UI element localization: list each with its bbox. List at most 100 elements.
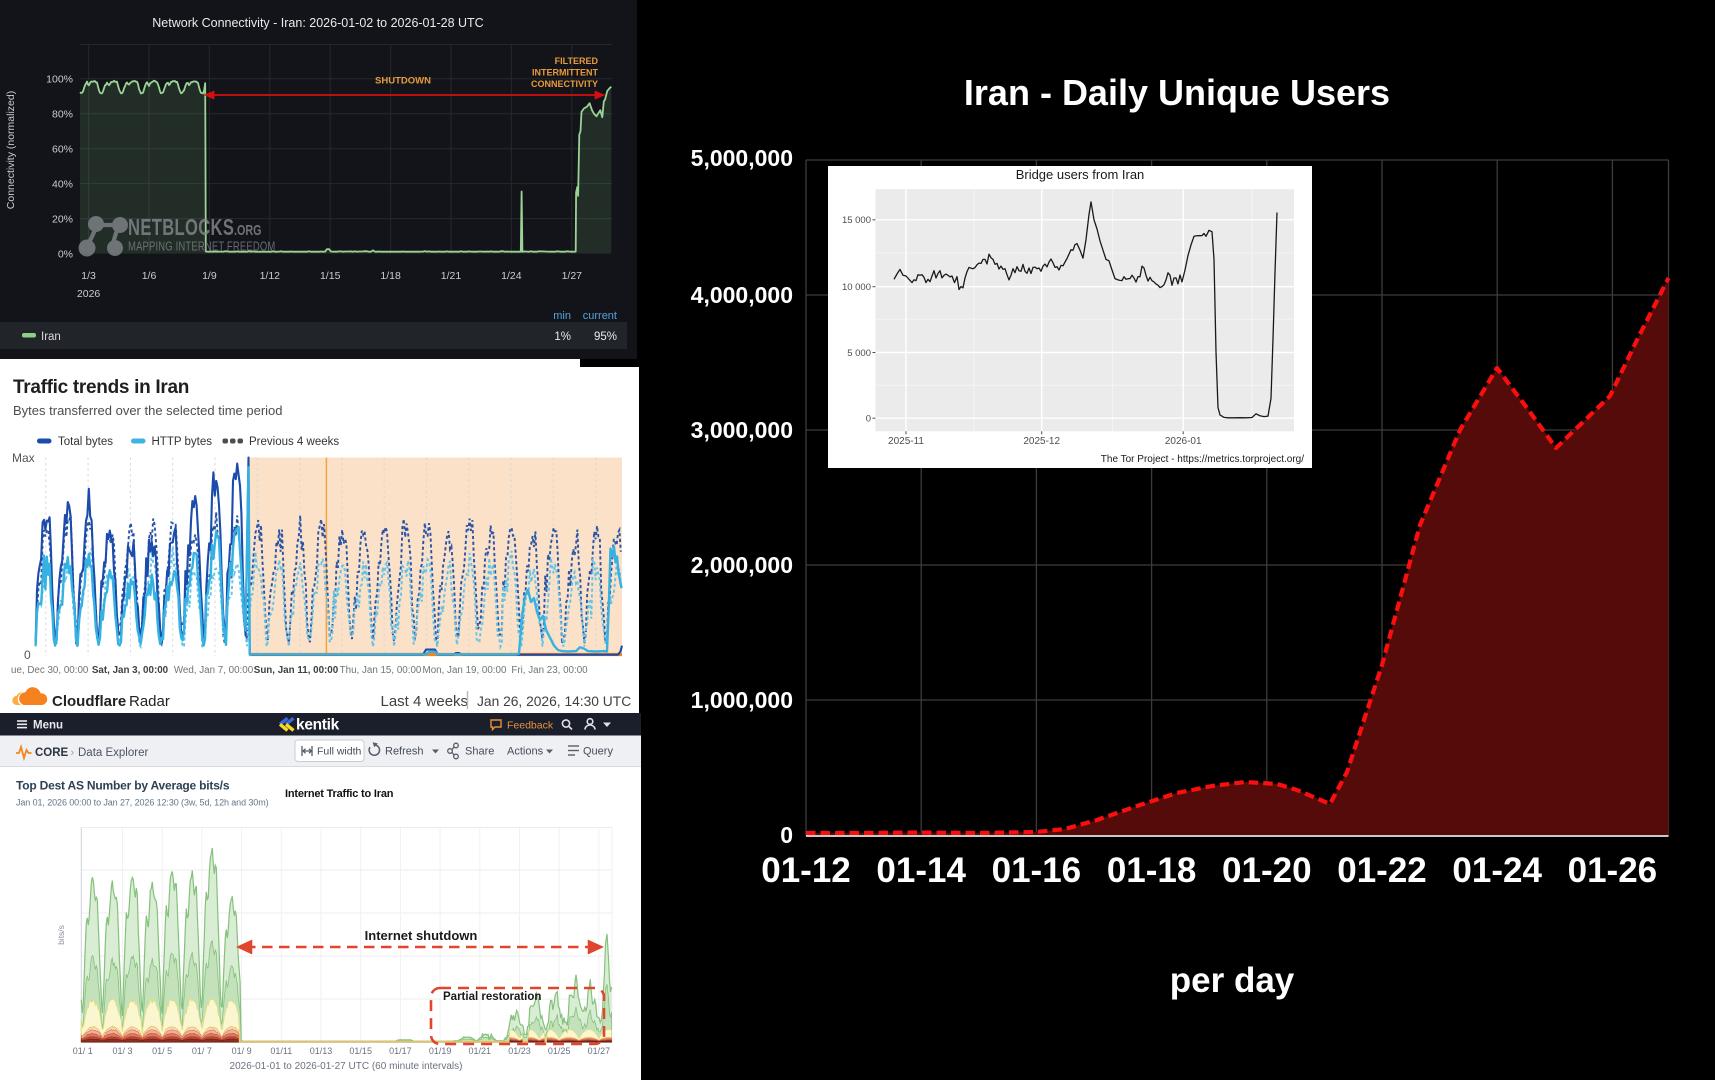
svg-text:60%: 60%	[52, 144, 73, 156]
svg-text:kentik: kentik	[296, 717, 340, 734]
svg-text:Cloudflare: Cloudflare	[52, 693, 126, 710]
svg-text:INTERMITTENT: INTERMITTENT	[532, 68, 598, 78]
svg-text:95%: 95%	[594, 331, 617, 343]
svg-text:Max: Max	[12, 451, 35, 465]
svg-text:Full width: Full width	[317, 746, 362, 758]
svg-text:min: min	[553, 310, 571, 322]
svg-text:Previous 4 weeks: Previous 4 weeks	[249, 436, 339, 448]
svg-text:01/13: 01/13	[310, 1046, 333, 1056]
svg-text:Traffic trends in Iran: Traffic trends in Iran	[13, 377, 189, 398]
svg-text:1/21: 1/21	[441, 270, 462, 282]
svg-text:current: current	[583, 310, 617, 322]
svg-text:Last 4 weeks: Last 4 weeks	[381, 693, 469, 710]
svg-text:Iran: Iran	[41, 331, 61, 343]
svg-text:01-12: 01-12	[761, 851, 851, 890]
svg-text:Feedback: Feedback	[507, 720, 554, 732]
svg-text:›: ›	[71, 747, 75, 759]
svg-text:NETBLOCKS: NETBLOCKS	[128, 215, 234, 240]
svg-text:01-20: 01-20	[1222, 851, 1312, 890]
svg-text:CORE: CORE	[35, 747, 69, 759]
svg-text:Sun, Jan 11, 00:00: Sun, Jan 11, 00:00	[254, 665, 339, 676]
svg-text:MAPPING INTERNET FREEDOM: MAPPING INTERNET FREEDOM	[128, 240, 275, 254]
svg-text:0: 0	[24, 648, 31, 662]
svg-text:01-14: 01-14	[876, 851, 966, 890]
svg-text:CONNECTIVITY: CONNECTIVITY	[531, 79, 598, 89]
svg-text:01-18: 01-18	[1107, 851, 1197, 890]
svg-text:2025-12: 2025-12	[1023, 436, 1060, 447]
svg-text:1/27: 1/27	[562, 270, 583, 282]
svg-text:1/3: 1/3	[81, 270, 96, 282]
svg-text:Network Connectivity - Iran: 2: Network Connectivity - Iran: 2026-01-02 …	[152, 16, 483, 30]
svg-text:01/21: 01/21	[469, 1046, 492, 1056]
svg-text:80%: 80%	[52, 109, 73, 121]
svg-text:Internet Traffic to Iran: Internet Traffic to Iran	[285, 788, 394, 800]
svg-text:Connectivity (normalized): Connectivity (normalized)	[5, 91, 17, 209]
svg-text:2,000,000: 2,000,000	[691, 552, 793, 578]
svg-text:.ORG: .ORG	[234, 221, 262, 238]
svg-text:01-24: 01-24	[1452, 851, 1542, 890]
svg-text:Jan 01, 2026 00:00 to Jan 27,: Jan 01, 2026 00:00 to Jan 27, 2026 12:30…	[16, 798, 269, 808]
svg-text:01-16: 01-16	[992, 851, 1082, 890]
svg-text:Bridge users from Iran: Bridge users from Iran	[1016, 167, 1145, 182]
svg-text:Top Dest AS Number by Average: Top Dest AS Number by Average bits/s	[16, 779, 230, 793]
svg-text:01/19: 01/19	[429, 1046, 452, 1056]
svg-text:5 000: 5 000	[847, 348, 871, 359]
svg-text:01/17: 01/17	[389, 1046, 412, 1056]
svg-text:100%: 100%	[46, 74, 73, 86]
svg-text:Share: Share	[465, 746, 494, 758]
svg-text:01/27: 01/27	[588, 1046, 611, 1056]
svg-text:bits/s: bits/s	[56, 925, 66, 945]
svg-text:Sat, Jan 3, 00:00: Sat, Jan 3, 00:00	[92, 665, 169, 676]
svg-text:per day: per day	[1170, 961, 1295, 1000]
svg-text:SHUTDOWN: SHUTDOWN	[375, 76, 431, 87]
svg-text:Iran - Daily Unique Users: Iran - Daily Unique Users	[964, 72, 1390, 113]
svg-text:2026-01-01 to 2026-01-27 UTC (: 2026-01-01 to 2026-01-27 UTC (60 minute …	[230, 1061, 463, 1072]
svg-text:01/ 1: 01/ 1	[73, 1046, 93, 1056]
svg-text:1/6: 1/6	[142, 270, 157, 282]
svg-text:FILTERED: FILTERED	[555, 56, 599, 66]
svg-text:01-22: 01-22	[1337, 851, 1427, 890]
svg-text:Total bytes: Total bytes	[58, 436, 113, 448]
svg-text:Wed, Jan 7, 00:00: Wed, Jan 7, 00:00	[174, 665, 254, 676]
svg-text:Internet shutdown: Internet shutdown	[365, 928, 478, 943]
svg-text:15 000: 15 000	[842, 215, 871, 226]
svg-text:Query: Query	[583, 746, 613, 758]
svg-text:5,000,000: 5,000,000	[691, 145, 793, 171]
svg-text:40%: 40%	[52, 179, 73, 191]
svg-text:Mon, Jan 19, 00:00: Mon, Jan 19, 00:00	[423, 665, 507, 676]
svg-text:3,000,000: 3,000,000	[691, 417, 793, 443]
svg-text:Actions: Actions	[507, 746, 544, 758]
svg-text:01/25: 01/25	[548, 1046, 571, 1056]
svg-text:Bytes transferred over the sel: Bytes transferred over the selected time…	[13, 403, 283, 418]
svg-text:01/23: 01/23	[508, 1046, 531, 1056]
svg-text:Menu: Menu	[33, 720, 63, 732]
svg-text:01-26: 01-26	[1568, 851, 1658, 890]
svg-text:01/15: 01/15	[349, 1046, 372, 1056]
svg-text:10 000: 10 000	[842, 282, 871, 293]
svg-text:1/9: 1/9	[202, 270, 217, 282]
svg-text:Thu, Jan 15, 00:00: Thu, Jan 15, 00:00	[340, 665, 422, 676]
svg-text:2026: 2026	[77, 288, 101, 300]
svg-text:The Tor Project - https://metr: The Tor Project - https://metrics.torpro…	[1101, 454, 1304, 465]
svg-text:0%: 0%	[58, 249, 73, 261]
svg-text:1/18: 1/18	[380, 270, 401, 282]
svg-text:ue, Dec 30, 00:00: ue, Dec 30, 00:00	[11, 665, 89, 676]
svg-text:2025-11: 2025-11	[888, 436, 924, 447]
svg-text:1%: 1%	[554, 331, 571, 343]
svg-text:2026-01: 2026-01	[1165, 436, 1202, 447]
svg-text:01/ 9: 01/ 9	[232, 1046, 252, 1056]
svg-text:Fri, Jan 23, 00:00: Fri, Jan 23, 00:00	[511, 665, 588, 676]
svg-text:01/ 3: 01/ 3	[112, 1046, 132, 1056]
svg-text:1/15: 1/15	[320, 270, 341, 282]
svg-text:Data Explorer: Data Explorer	[78, 747, 148, 759]
svg-text:Refresh: Refresh	[385, 746, 424, 758]
svg-text:Partial restoration: Partial restoration	[443, 991, 541, 1003]
svg-text:Jan 26, 2026, 14:30 UTC: Jan 26, 2026, 14:30 UTC	[477, 694, 631, 709]
svg-text:HTTP bytes: HTTP bytes	[152, 436, 213, 448]
svg-text:0: 0	[780, 822, 793, 848]
svg-text:0: 0	[866, 414, 871, 425]
svg-text:4,000,000: 4,000,000	[691, 282, 793, 308]
svg-text:1/24: 1/24	[501, 270, 522, 282]
svg-text:01/ 5: 01/ 5	[152, 1046, 172, 1056]
svg-text:01/ 7: 01/ 7	[192, 1046, 212, 1056]
